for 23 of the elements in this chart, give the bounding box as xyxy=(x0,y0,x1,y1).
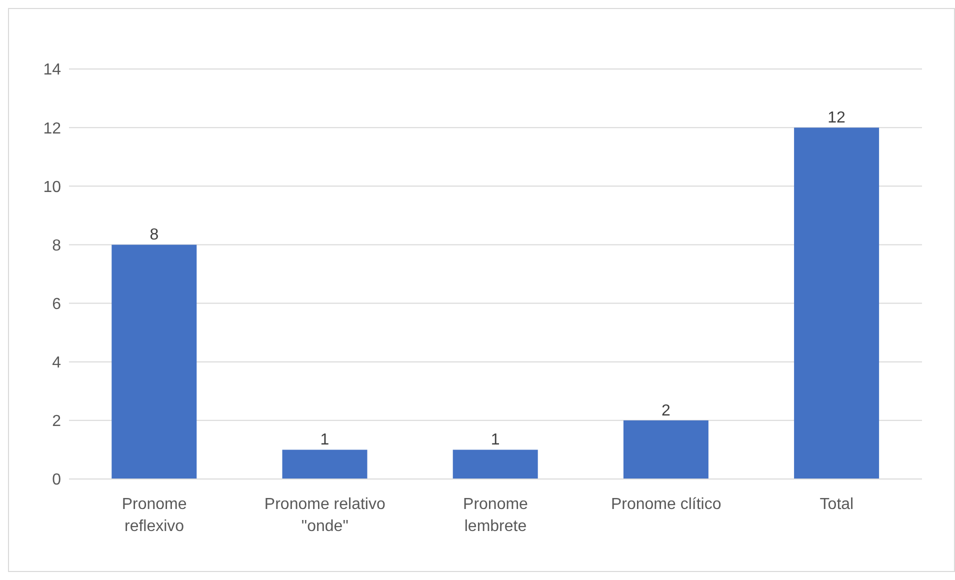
data-label: 2 xyxy=(661,402,670,420)
data-label: 1 xyxy=(320,432,330,449)
y-tick-label: 12 xyxy=(43,120,62,138)
y-tick-label: 4 xyxy=(52,354,62,372)
bar xyxy=(623,420,708,479)
data-label: 1 xyxy=(490,432,500,449)
x-tick-label: Pronome relativo "onde" xyxy=(264,496,386,535)
y-tick-label: 10 xyxy=(43,178,62,196)
data-label: 12 xyxy=(828,110,846,127)
x-tick-label: Pronome lembrete xyxy=(463,496,528,535)
data-label: 8 xyxy=(150,226,159,244)
x-tick-label: Pronome reflexivo xyxy=(122,496,187,535)
x-tick-label: Pronome clítico xyxy=(610,496,722,513)
bar xyxy=(112,244,197,479)
bar xyxy=(282,450,368,479)
x-tick-label: Total xyxy=(820,496,854,513)
y-tick-label: 14 xyxy=(43,62,62,79)
y-tick-label: 0 xyxy=(52,472,62,489)
y-tick-label: 6 xyxy=(52,296,62,313)
y-tick-label: 8 xyxy=(52,237,62,254)
bar xyxy=(794,128,880,479)
bar xyxy=(452,450,538,479)
y-tick-label: 2 xyxy=(52,413,62,430)
